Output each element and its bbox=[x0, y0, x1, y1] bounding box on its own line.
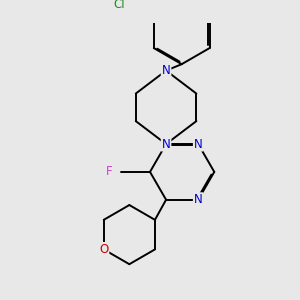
Text: N: N bbox=[162, 138, 170, 151]
Text: Cl: Cl bbox=[113, 0, 125, 11]
Text: F: F bbox=[106, 165, 113, 178]
Text: O: O bbox=[99, 243, 108, 256]
Text: N: N bbox=[194, 193, 203, 206]
Text: N: N bbox=[162, 64, 170, 77]
Text: N: N bbox=[194, 138, 203, 151]
